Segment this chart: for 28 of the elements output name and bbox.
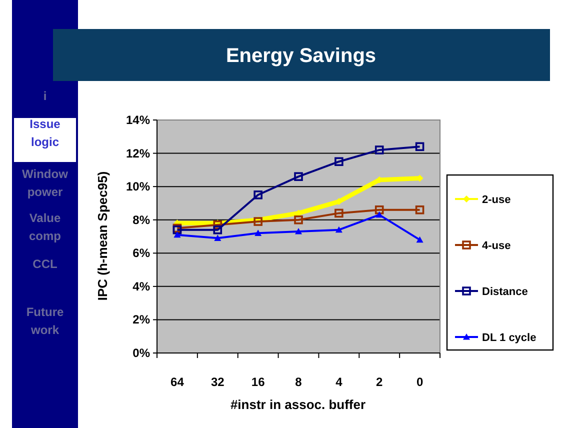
y-axis-title: IPC (h-mean Spec95)	[95, 171, 110, 301]
legend-label: DL 1 cycle	[482, 332, 536, 344]
y-tick-label: 14%	[126, 113, 150, 127]
x-axis-title: #instr in assoc. buffer	[230, 397, 366, 412]
x-tick-label: 64	[170, 375, 184, 389]
y-tick-label: 12%	[126, 146, 150, 160]
legend-label: 4-use	[482, 240, 511, 252]
text: i	[43, 89, 47, 103]
x-tick-label: 16	[251, 375, 266, 389]
y-tick-label: 6%	[132, 246, 150, 260]
chart-title: Energy Savings	[226, 45, 376, 67]
text: Future work	[26, 305, 64, 337]
text: Window power	[22, 167, 69, 199]
legend-label: Distance	[482, 286, 528, 298]
x-tick-label: 0	[416, 375, 424, 389]
x-tick-label: 32	[210, 375, 225, 389]
x-tick-label: 4	[336, 375, 343, 389]
text: Issue logic	[30, 117, 61, 149]
x-tick-label: 8	[295, 375, 302, 389]
legend-label: 2-use	[482, 194, 511, 206]
y-tick-label: 10%	[126, 180, 150, 194]
x-tick-label: 2	[376, 375, 384, 389]
y-tick-label: 0%	[132, 346, 150, 360]
y-tick-label: 2%	[132, 312, 150, 327]
y-tick-label: 4%	[132, 279, 150, 294]
y-tick-label: 8%	[132, 212, 150, 227]
text: Value comp	[28, 211, 62, 243]
text: CCL	[32, 257, 58, 271]
